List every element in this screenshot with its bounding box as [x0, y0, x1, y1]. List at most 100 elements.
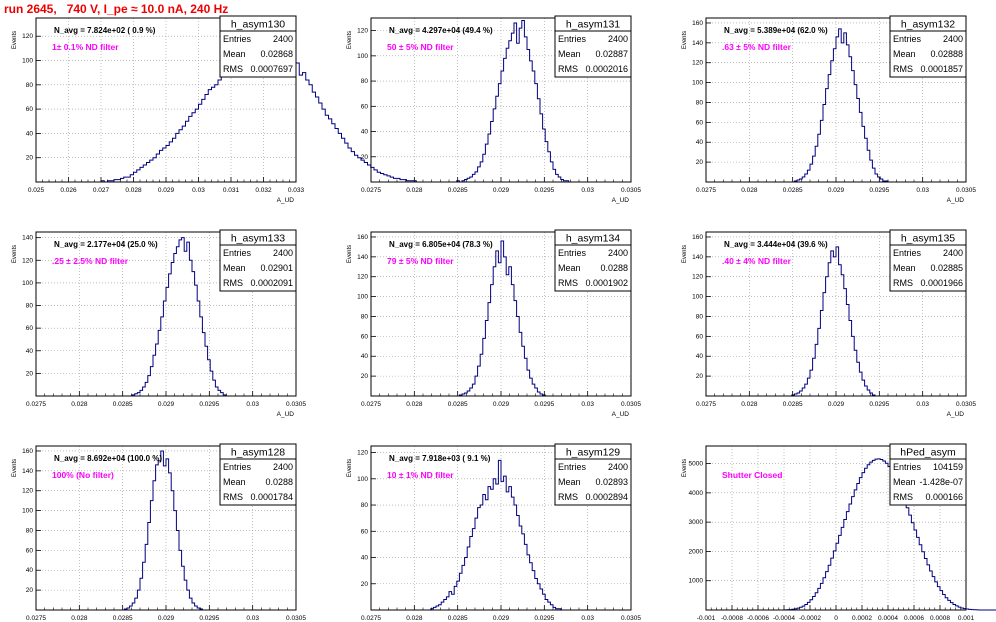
- y-tick-label: 2000: [689, 548, 704, 555]
- y-tick-label: 100: [357, 476, 368, 483]
- x-tick-label: 0.025: [28, 187, 45, 194]
- x-tick-label: 0.0002: [852, 615, 872, 622]
- x-tick-label: 0.031: [223, 187, 240, 194]
- x-tick-label: 0.029: [828, 401, 845, 408]
- y-tick-label: 100: [357, 53, 368, 60]
- x-tick-label: 0.03: [581, 615, 594, 622]
- x-axis-label: A_UD: [612, 197, 630, 204]
- x-tick-label: 0.028: [71, 401, 88, 408]
- navg-label: N_avg = 6.805e+04 (78.3 %): [389, 240, 493, 249]
- panel-h_asym134: 0.0275 0.028 0.0285 0.029 0.0295 0.03 0.0305 20…: [347, 229, 641, 418]
- hist-name: h_asym134: [566, 233, 620, 245]
- x-axis-label: A_UD: [277, 411, 295, 418]
- x-tick-label: 0.0285: [783, 401, 803, 408]
- x-tick-label: 0.029: [493, 401, 510, 408]
- x-tick-label: 0.0285: [113, 615, 133, 622]
- stats-box: [219, 15, 297, 78]
- y-axis-label: Events: [682, 459, 688, 477]
- y-tick-label: 40: [26, 348, 34, 355]
- panel-h_asym130: 0.025 0.026 0.027 0.028 0.029 0.03 0.031 0.032 0…: [12, 15, 495, 204]
- y-tick-label: 80: [26, 303, 34, 310]
- stats-key: RMS: [893, 64, 913, 74]
- y-tick-label: 120: [692, 60, 703, 67]
- x-tick-label: -0.0002: [799, 615, 821, 622]
- stats-key: RMS: [558, 278, 578, 288]
- navg-label: N_avg = 2.177e+04 (25.0 %): [54, 240, 158, 249]
- stats-value: 0.0001902: [585, 278, 628, 288]
- y-tick-label: 120: [22, 33, 33, 40]
- stats-key: Entries: [223, 34, 252, 44]
- y-tick-label: 60: [361, 103, 369, 110]
- x-tick-label: 0.0275: [361, 615, 381, 622]
- x-tick-label: 0.028: [125, 187, 142, 194]
- x-tick-label: 0.0295: [534, 187, 554, 194]
- stats-key: RMS: [558, 64, 578, 74]
- y-axis-label: Events: [12, 459, 18, 477]
- navg-label: N_avg = 7.824e+02 ( 0.9 %): [54, 26, 156, 35]
- stats-value: 0.02887: [595, 49, 628, 59]
- stats-key: RMS: [223, 64, 243, 74]
- hist-name: h_asym129: [566, 447, 620, 459]
- y-tick-label: 20: [361, 581, 369, 588]
- stats-box: [219, 443, 297, 506]
- stats-key: Mean: [223, 477, 246, 487]
- navg-label: N_avg = 8.692e+04 (100.0 %): [54, 454, 162, 463]
- stats-value: 0.02893: [595, 477, 628, 487]
- y-tick-label: 140: [692, 254, 703, 261]
- x-tick-label: 0.029: [493, 187, 510, 194]
- y-tick-label: 5000: [689, 461, 704, 468]
- x-tick-label: 0.0295: [534, 615, 554, 622]
- x-tick-label: 0.0305: [621, 615, 641, 622]
- navg-label: N_avg = 5.389e+04 (62.0 %): [724, 26, 828, 35]
- x-tick-label: 0.033: [288, 187, 305, 194]
- x-tick-label: 0.026: [60, 187, 77, 194]
- x-tick-label: 0.032: [255, 187, 272, 194]
- stats-value: 0.0002894: [585, 492, 628, 502]
- x-tick-label: 0.0275: [361, 401, 381, 408]
- y-tick-label: 40: [26, 130, 34, 137]
- stats-value: 2400: [608, 248, 628, 258]
- stats-value: 0.0007697: [250, 64, 293, 74]
- stats-key: Mean: [558, 477, 581, 487]
- y-tick-label: 80: [696, 99, 704, 106]
- y-tick-label: 160: [692, 234, 703, 241]
- stats-key: Entries: [893, 248, 922, 258]
- y-tick-label: 80: [696, 313, 704, 320]
- y-axis-label: Events: [12, 31, 18, 49]
- stats-box: [889, 443, 967, 506]
- stats-value: 0.0002016: [585, 64, 628, 74]
- stats-value: 2400: [943, 248, 963, 258]
- stats-key: Mean: [893, 49, 916, 59]
- panel-h_asym135: 0.0275 0.028 0.0285 0.029 0.0295 0.03 0.0305 20…: [682, 229, 976, 418]
- stats-key: RMS: [893, 492, 913, 502]
- x-tick-label: 0.029: [158, 615, 175, 622]
- panel-h_asym128: 0.0275 0.028 0.0285 0.029 0.0295 0.03 0.0305 20…: [12, 443, 306, 622]
- stats-value: 0.0001857: [920, 64, 963, 74]
- y-axis-label: Events: [347, 31, 353, 49]
- x-tick-label: 0: [834, 615, 838, 622]
- x-tick-label: 0.029: [158, 187, 175, 194]
- filter-label: Shutter Closed: [722, 470, 782, 480]
- filter-label: 79 ± 5% ND filter: [387, 256, 454, 266]
- navg-label: N_avg = 7.918e+03 ( 9.1 %): [389, 454, 491, 463]
- x-tick-label: 0.0285: [783, 187, 803, 194]
- panel-hPed_asym: -0.001 -0.0008 -0.0006 -0.0004 -0.0002 0 0.000…: [682, 443, 996, 622]
- x-axis-label: A_UD: [947, 197, 965, 204]
- x-tick-label: 0.0305: [286, 401, 306, 408]
- y-tick-label: 20: [361, 373, 369, 380]
- y-tick-label: 120: [22, 488, 33, 495]
- stats-value: 0.0288: [265, 477, 293, 487]
- x-axis-label: A_UD: [947, 411, 965, 418]
- y-tick-label: 60: [696, 119, 704, 126]
- x-tick-label: 0.03: [916, 187, 929, 194]
- stats-key: Entries: [223, 248, 252, 258]
- hist-name: h_asym131: [566, 19, 620, 31]
- stats-key: RMS: [223, 492, 243, 502]
- y-tick-label: 80: [361, 78, 369, 85]
- y-tick-label: 140: [22, 235, 33, 242]
- stats-value: 0.0001966: [920, 278, 963, 288]
- filter-label: .40 ± 4% ND filter: [722, 256, 792, 266]
- stats-key: Entries: [893, 462, 922, 472]
- x-tick-label: 0.0305: [621, 187, 641, 194]
